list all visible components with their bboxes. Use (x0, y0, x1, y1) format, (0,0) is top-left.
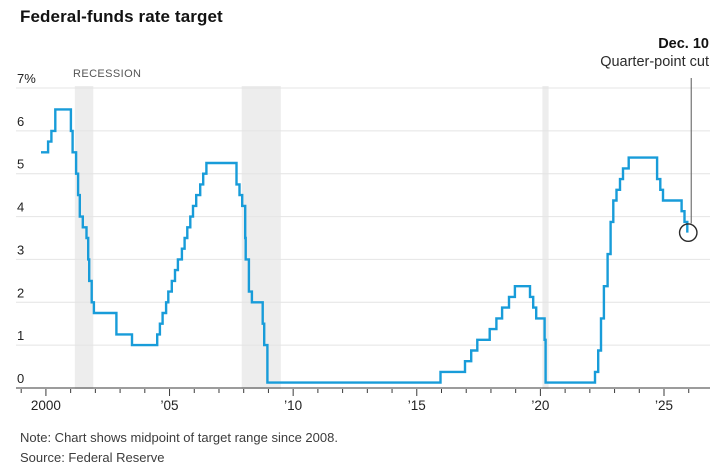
recession-band (542, 86, 549, 389)
x-axis-label: ’05 (161, 398, 179, 413)
annotation-date: Dec. 10 (658, 36, 709, 52)
x-axis-label: 2000 (31, 398, 61, 413)
x-axis-label: ’15 (408, 398, 426, 413)
y-axis-label: 7% (17, 71, 36, 86)
y-axis-label: 0 (17, 371, 24, 386)
y-axis-label: 5 (17, 157, 24, 172)
x-axis-label: ’25 (655, 398, 673, 413)
recession-band (241, 86, 281, 389)
y-axis-label: 6 (17, 114, 24, 129)
source-text: Source: Federal Reserve (20, 450, 165, 465)
chart-title: Federal-funds rate target (20, 7, 223, 26)
x-axis-label: ’20 (531, 398, 549, 413)
recession-band (74, 86, 94, 389)
y-axis-label: 4 (17, 200, 24, 215)
y-axis-label: 2 (17, 285, 24, 300)
rate-step-line (41, 108, 689, 384)
y-axis-label: 3 (17, 242, 24, 257)
y-axis-label: 1 (17, 328, 24, 343)
annotation-text: Quarter-point cut (600, 54, 709, 70)
latest-cut-marker (678, 223, 698, 243)
annotation-callout: Dec. 10 Quarter-point cut (600, 35, 709, 71)
recession-label: RECESSION (73, 68, 142, 80)
note-text: Note: Chart shows midpoint of target ran… (20, 430, 338, 445)
x-axis-label: ’10 (284, 398, 302, 413)
